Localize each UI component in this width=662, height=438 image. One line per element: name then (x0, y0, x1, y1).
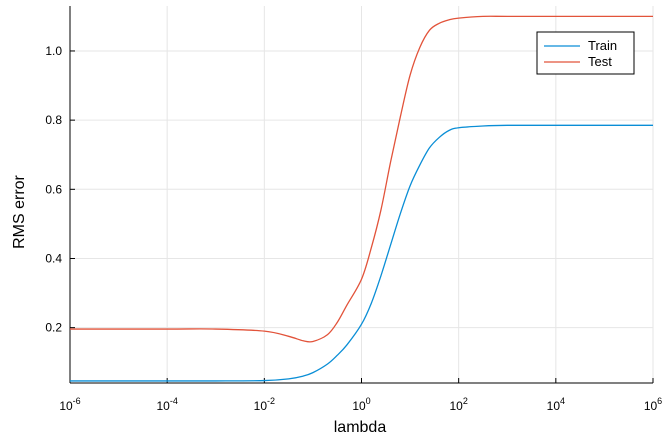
series-line-train (69, 124, 653, 382)
x-tick-label-base: 10 (254, 399, 268, 413)
legend-box (536, 31, 635, 75)
y-axis-label: RMS error (11, 174, 28, 248)
legend-label-test: Test (588, 54, 612, 69)
x-axis-ticks: 10-6 10-4 10-2 100 102 104 106 (59, 378, 662, 413)
x-tick-label-base: 10 (547, 399, 561, 413)
x-axis-label: lambda (334, 419, 387, 436)
series-line-test (69, 15, 653, 343)
y-tick-label: 0.2 (45, 321, 62, 335)
x-tick-label-exponent: -6 (73, 396, 81, 406)
x-tick-label-exponent: 2 (463, 396, 468, 406)
x-tick-label-base: 10 (156, 399, 170, 413)
data-series (69, 15, 653, 382)
x-tick-label-base: 10 (59, 399, 73, 413)
y-tick-label: 0.8 (45, 113, 62, 127)
x-tick-label: 10-4 (156, 396, 177, 413)
x-tick-label-base: 10 (352, 399, 366, 413)
x-tick-label-base: 10 (449, 399, 463, 413)
x-tick-label-exponent: -2 (267, 396, 275, 406)
x-tick-label: 10-2 (254, 396, 275, 413)
x-tick-label: 104 (547, 396, 565, 413)
x-tick-label: 102 (449, 396, 467, 413)
x-tick-label-exponent: -4 (170, 396, 178, 406)
y-tick-label: 1.0 (45, 44, 62, 58)
x-tick-label: 100 (352, 396, 370, 413)
x-tick-label-exponent: 0 (366, 396, 371, 406)
legend-label-train: Train (588, 38, 617, 53)
x-tick-label-base: 10 (644, 399, 658, 413)
x-tick-label: 10-6 (59, 396, 80, 413)
x-tick-label-exponent: 6 (657, 396, 662, 406)
y-axis-ticks: 0.2 0.4 0.6 0.8 1.0 (45, 44, 75, 335)
x-tick-label: 106 (644, 396, 662, 413)
y-tick-label: 0.6 (45, 182, 62, 196)
x-tick-label-exponent: 4 (560, 396, 565, 406)
y-tick-label: 0.4 (45, 251, 62, 265)
